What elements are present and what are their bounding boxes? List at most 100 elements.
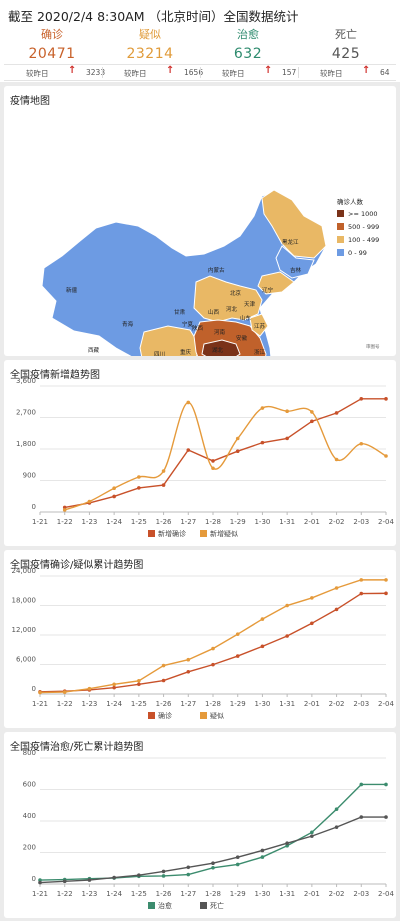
data-point[interactable] <box>260 848 265 853</box>
data-point[interactable] <box>384 591 388 596</box>
data-point[interactable] <box>384 782 388 787</box>
data-point[interactable] <box>334 586 339 590</box>
y-tick-label: 24,000 <box>12 567 37 575</box>
data-point[interactable] <box>285 409 289 413</box>
data-point[interactable] <box>310 419 314 424</box>
data-point[interactable] <box>137 486 141 490</box>
china-map[interactable]: 新疆 西藏 青海 甘肃 内蒙古 黑龙江 吉林 辽宁 北京 天津 河北 山西 陕西… <box>4 86 396 356</box>
data-point[interactable] <box>384 578 388 582</box>
data-point[interactable] <box>87 686 92 691</box>
data-point[interactable] <box>359 441 364 446</box>
data-point[interactable] <box>211 646 215 651</box>
province-label: 浙江 <box>254 348 266 356</box>
data-point[interactable] <box>384 397 388 401</box>
legend-label: 0 - 99 <box>348 249 367 257</box>
data-point[interactable] <box>62 879 67 884</box>
data-point[interactable] <box>161 469 166 473</box>
data-point[interactable] <box>186 872 191 877</box>
province-label: 陕西 <box>192 324 204 332</box>
data-point[interactable] <box>186 657 191 662</box>
data-point[interactable] <box>137 873 141 877</box>
data-point[interactable] <box>260 644 265 649</box>
data-point[interactable] <box>112 494 116 499</box>
data-point[interactable] <box>87 878 92 882</box>
chart-title: 全国疫情确诊/疑似累计趋势图 <box>10 560 144 571</box>
data-point[interactable] <box>235 449 240 454</box>
comparison-label: 较昨日 <box>222 69 245 78</box>
cumulative-confirmed-chart[interactable]: 0 6,000 12,000 18,000 24,000 1-21 1-22 1-23 1-24… <box>4 550 396 728</box>
data-point[interactable] <box>359 591 364 596</box>
data-point[interactable] <box>235 862 240 867</box>
data-point[interactable] <box>359 815 364 819</box>
new-cases-chart[interactable]: 0 900 1,800 2,700 3,600 1-21 1-22 1-23 1-24 1-25 1… <box>4 360 396 546</box>
x-tick-label: 1-23 <box>81 518 97 526</box>
data-point[interactable] <box>186 400 191 405</box>
data-point[interactable] <box>62 690 67 694</box>
data-point[interactable] <box>137 475 141 479</box>
cured-dead-chart[interactable]: 0 200 400 600 800 1-21 1-22 1-23 1-24 1-25 1-26 1-2… <box>4 732 396 918</box>
data-point[interactable] <box>112 875 116 880</box>
data-point[interactable] <box>211 459 215 463</box>
data-point[interactable] <box>334 825 339 829</box>
data-point[interactable] <box>186 448 191 452</box>
data-point[interactable] <box>260 440 265 445</box>
data-point[interactable] <box>310 830 314 835</box>
data-point[interactable] <box>211 861 215 866</box>
data-point[interactable] <box>186 865 191 870</box>
data-point[interactable] <box>161 874 166 878</box>
data-point[interactable] <box>38 880 42 885</box>
data-point[interactable] <box>334 607 339 612</box>
data-point[interactable] <box>137 682 141 687</box>
data-point[interactable] <box>310 596 314 600</box>
data-point[interactable] <box>186 670 191 674</box>
data-point[interactable] <box>359 578 364 582</box>
data-point[interactable] <box>161 663 166 668</box>
data-point[interactable] <box>384 815 388 819</box>
x-tick-label: 2-01 <box>304 700 320 708</box>
data-point[interactable] <box>384 454 388 458</box>
data-point[interactable] <box>38 878 42 882</box>
data-point[interactable] <box>161 678 166 683</box>
data-point[interactable] <box>285 603 289 608</box>
x-tick-label: 1-30 <box>254 518 270 526</box>
data-point[interactable] <box>161 869 166 874</box>
data-point[interactable] <box>310 410 314 414</box>
data-point[interactable] <box>211 662 215 667</box>
data-point[interactable] <box>359 396 364 401</box>
data-point[interactable] <box>334 411 339 415</box>
x-tick-label: 1-28 <box>205 890 221 898</box>
data-point[interactable] <box>137 679 141 683</box>
data-point[interactable] <box>161 483 166 487</box>
x-tick-label: 1-27 <box>180 700 196 708</box>
data-point[interactable] <box>334 807 339 811</box>
data-point[interactable] <box>310 834 314 838</box>
data-point[interactable] <box>310 621 314 626</box>
data-point[interactable] <box>62 505 67 510</box>
x-tick-label: 1-21 <box>32 890 48 898</box>
data-point[interactable] <box>285 436 289 441</box>
province-hubei <box>201 339 241 356</box>
data-point[interactable] <box>334 457 339 462</box>
x-tick-label: 1-29 <box>230 890 246 898</box>
data-point[interactable] <box>260 617 265 621</box>
data-point[interactable] <box>112 685 116 690</box>
data-point[interactable] <box>260 406 265 410</box>
data-point[interactable] <box>211 865 215 870</box>
data-point[interactable] <box>211 466 215 471</box>
data-point[interactable] <box>112 486 116 490</box>
data-point[interactable] <box>285 843 289 848</box>
data-point[interactable] <box>87 499 92 504</box>
x-tick-label: 1-25 <box>131 700 147 708</box>
data-point[interactable] <box>359 782 364 787</box>
province-label: 西藏 <box>88 346 100 354</box>
data-point[interactable] <box>235 654 240 658</box>
data-point[interactable] <box>285 634 289 638</box>
data-point[interactable] <box>235 855 240 860</box>
data-point[interactable] <box>38 690 42 695</box>
data-point[interactable] <box>285 841 289 846</box>
data-point[interactable] <box>62 508 67 512</box>
data-point[interactable] <box>235 632 240 636</box>
data-point[interactable] <box>235 436 240 441</box>
data-point[interactable] <box>112 682 116 687</box>
data-point[interactable] <box>260 855 265 859</box>
